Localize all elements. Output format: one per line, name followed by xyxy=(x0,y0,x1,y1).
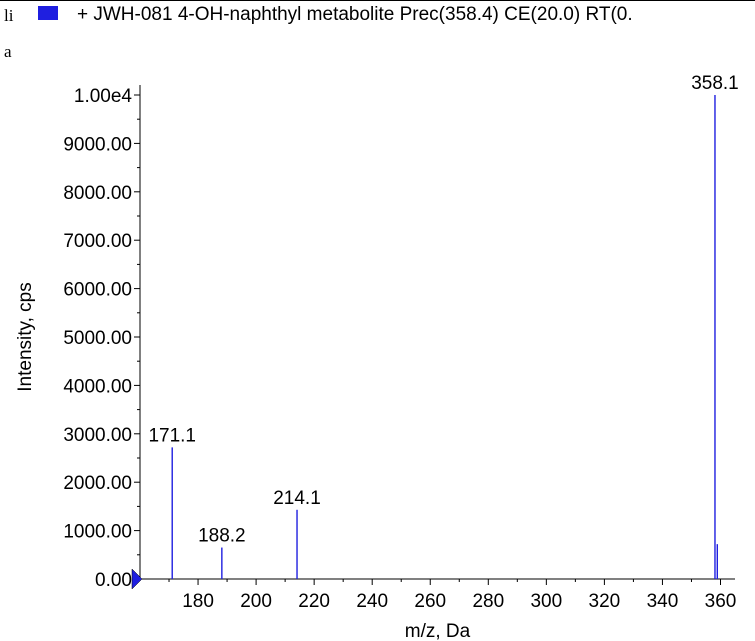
top-border xyxy=(0,0,755,1)
baseline-marker xyxy=(131,568,143,590)
y-tick-label: 3000.00 xyxy=(63,425,132,446)
x-tick-label: 360 xyxy=(705,591,737,612)
x-tick-label: 180 xyxy=(182,591,214,612)
peak-label: 171.1 xyxy=(148,425,196,446)
y-tick-label: 0.00 xyxy=(95,570,132,591)
x-axis-title: m/z, Da xyxy=(405,621,471,641)
x-tick-label: 260 xyxy=(414,591,446,612)
y-tick-label: 4000.00 xyxy=(63,376,132,397)
y-tick-label: 5000.00 xyxy=(63,328,132,349)
peak-label: 358.1 xyxy=(691,73,739,94)
x-tick-label: 320 xyxy=(589,591,621,612)
y-tick-label: 1000.00 xyxy=(63,522,132,543)
y-tick-label: 8000.00 xyxy=(63,183,132,204)
x-tick-label: 300 xyxy=(530,591,562,612)
x-tick-label: 240 xyxy=(356,591,388,612)
y-tick-label: 2000.00 xyxy=(63,473,132,494)
spectrum-title: + JWH-081 4-OH-naphthyl metabolite Prec(… xyxy=(77,4,633,25)
y-tick-label: 7000.00 xyxy=(63,231,132,252)
y-tick-label: 1.00e4 xyxy=(74,86,133,107)
x-tick-label: 220 xyxy=(298,591,330,612)
x-tick-label: 280 xyxy=(472,591,504,612)
legend-swatch xyxy=(38,6,58,20)
y-tick-label: 6000.00 xyxy=(63,280,132,301)
x-tick-label: 200 xyxy=(240,591,272,612)
y-axis-title: Intensity, cps xyxy=(15,282,36,391)
peak-label: 188.2 xyxy=(198,526,246,547)
header-fragment-top: li xyxy=(4,6,14,25)
header-fragment-bottom: a xyxy=(4,42,12,61)
x-tick-label: 340 xyxy=(647,591,679,612)
y-tick-label: 9000.00 xyxy=(63,134,132,155)
peak-label: 214.1 xyxy=(273,488,321,509)
